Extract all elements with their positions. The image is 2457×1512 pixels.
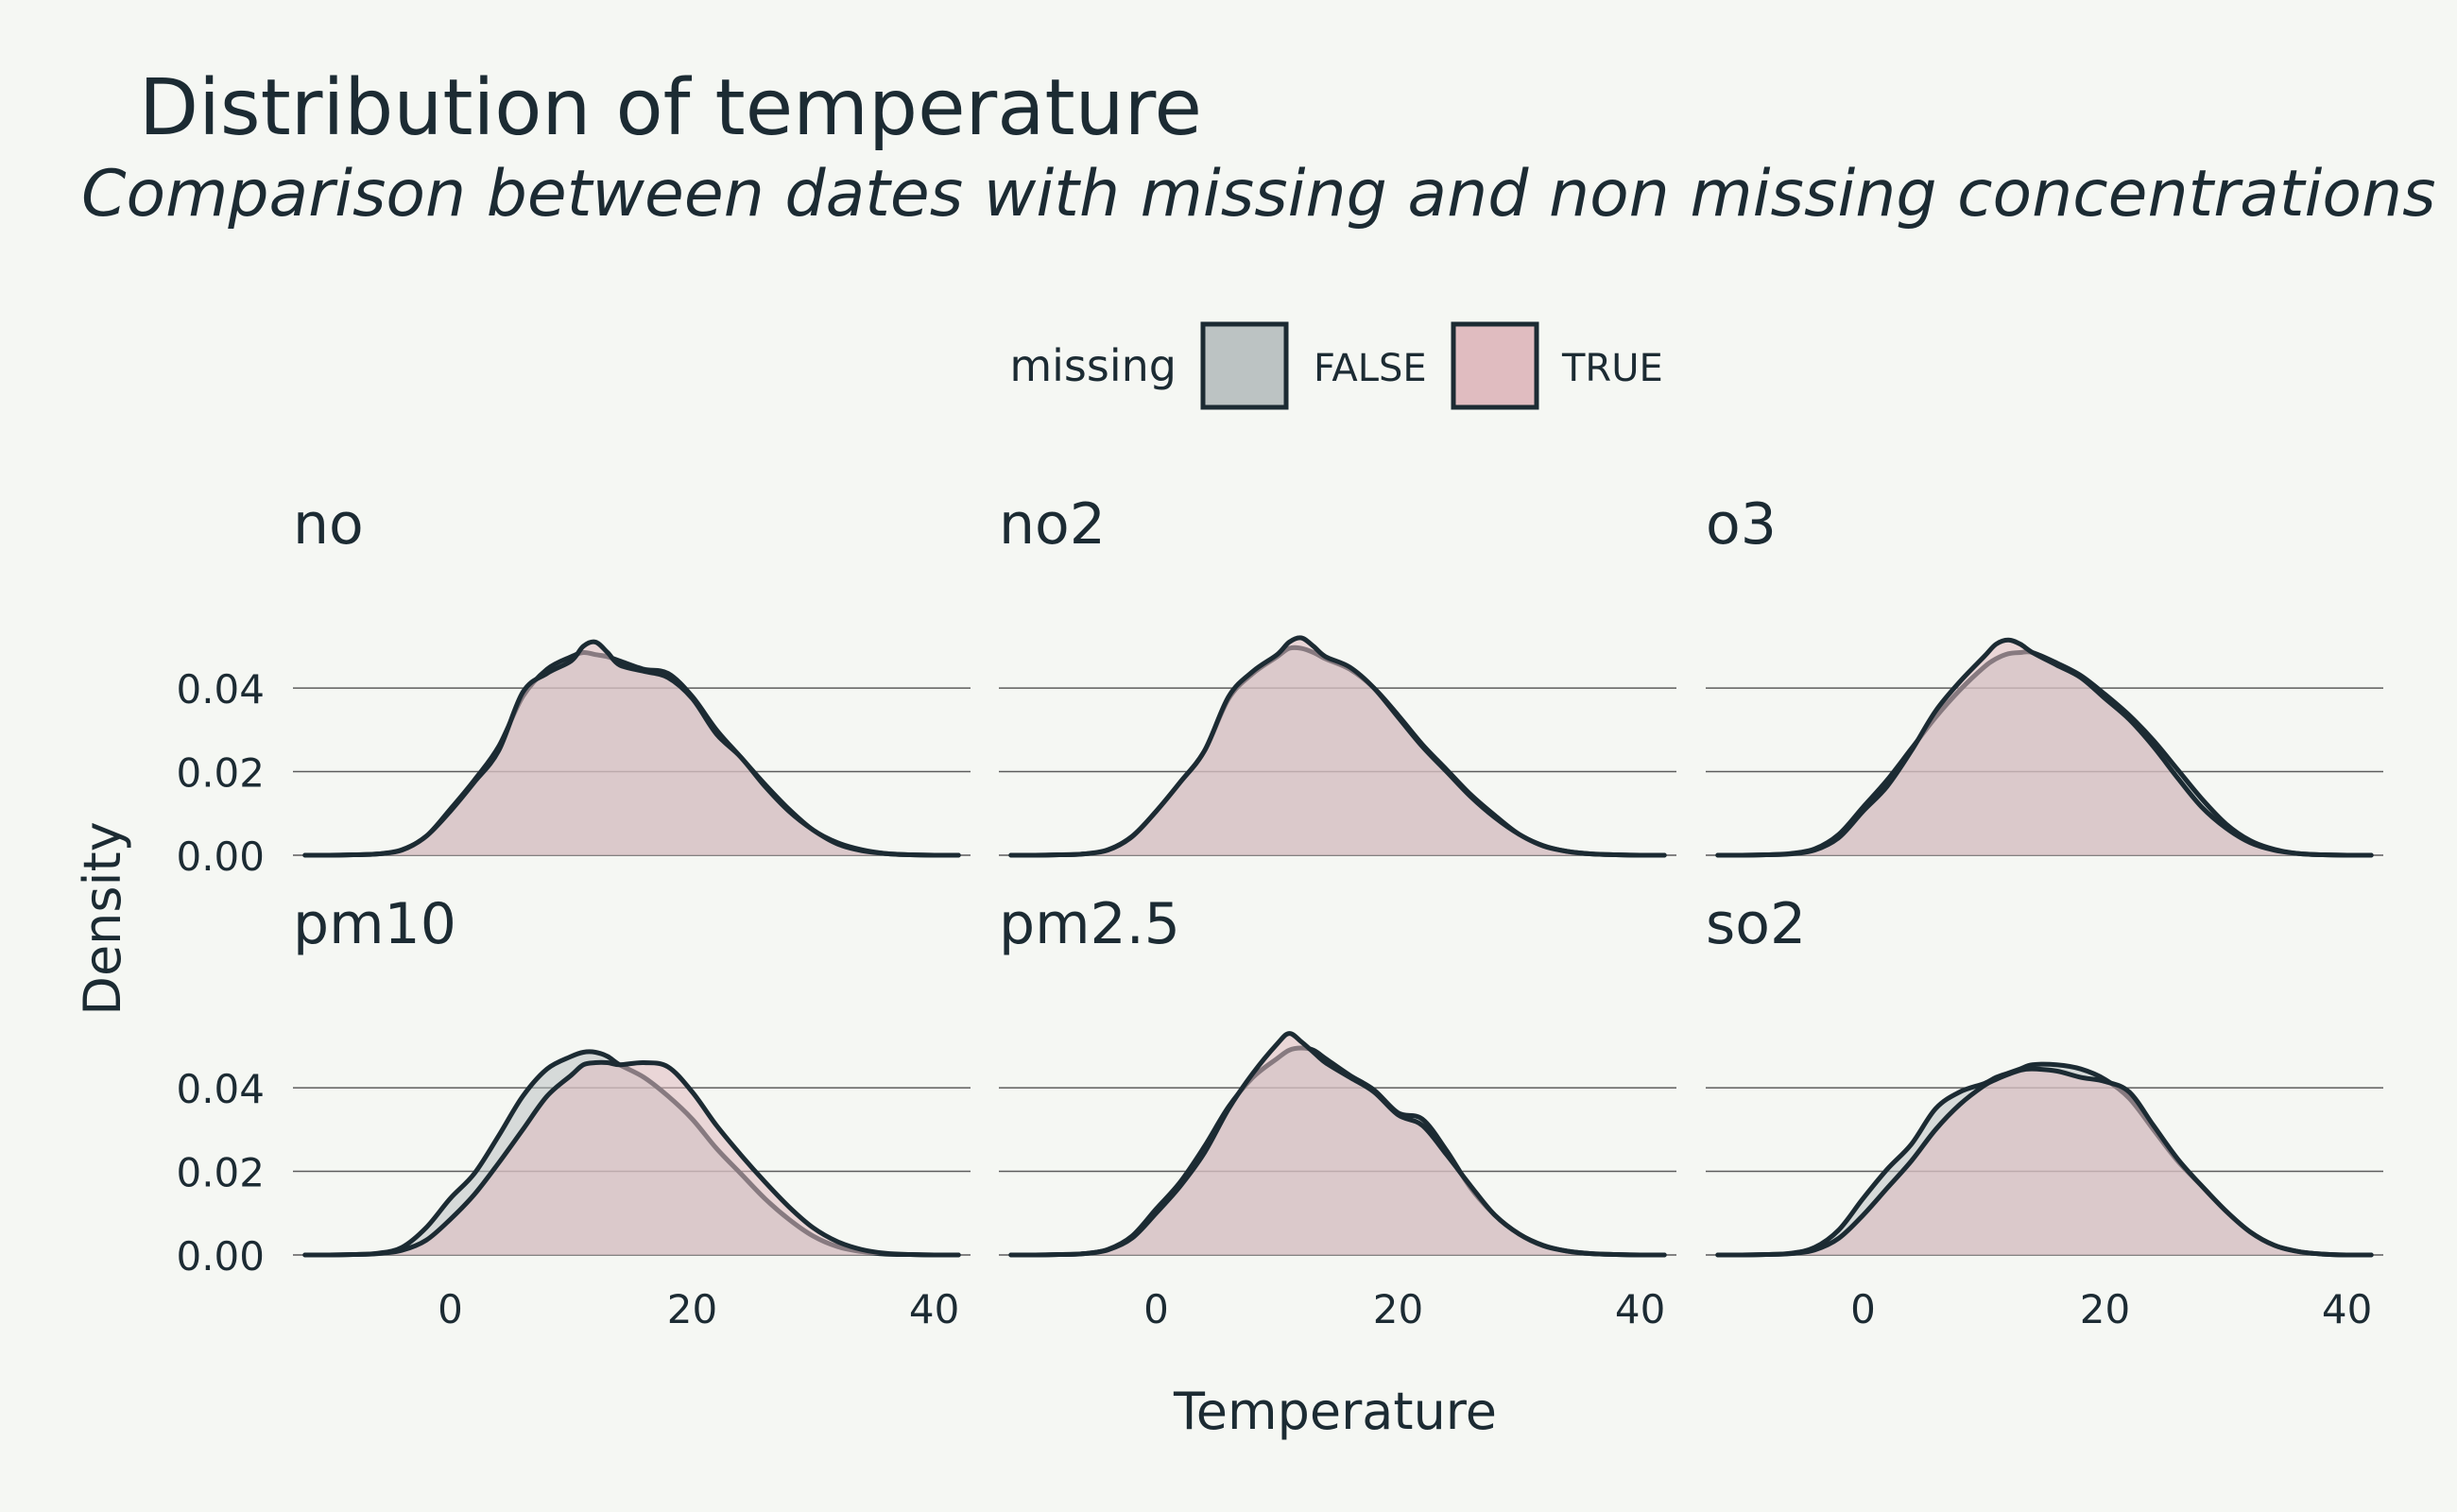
x-axis-title: Temperature [1173,1382,1497,1441]
legend: missing FALSE TRUE [1009,321,1663,410]
facet-label: no2 [999,491,1106,558]
legend-key-false [1200,321,1289,410]
density-line-true [1715,1066,2374,1258]
density-area-true [304,1062,959,1256]
facet-panel-pm2.5: pm2.5 0 20 40 [999,891,1676,1332]
facet-panel-no: no 0.00 0.02 0.04 [176,491,971,880]
legend-label-false: FALSE [1314,347,1427,390]
density-area-true [304,642,959,856]
density-line-true [302,1059,961,1258]
facet-grid: no 0.00 0.02 0.04 no2 o3 pm10 0.00 0.02 0.04 0 20 40… [176,491,2383,1332]
facet-panel-pm10: pm10 0.00 0.02 0.04 0 20 40 [176,891,971,1332]
x-tick-label: 40 [909,1286,959,1332]
x-tick-label: 0 [1850,1286,1876,1332]
chart-subtitle: Comparison between dates with missing an… [81,157,2436,232]
facet-panel-no2: no2 [999,491,1676,858]
facet-label: no [293,491,364,558]
density-area-true [1717,1069,2372,1256]
y-tick-label: 0.04 [176,1066,265,1112]
facet-label: so2 [1706,891,1806,957]
legend-key-true [1451,321,1539,410]
facet-panel-so2: so2 0 20 40 [1706,891,2383,1332]
y-axis-title: Density [73,821,132,1015]
chart-title: Distribution of temperature [139,63,1202,153]
x-tick-label: 20 [2080,1286,2130,1332]
density-area-true [1717,640,2372,856]
x-tick-label: 40 [1615,1286,1665,1332]
y-tick-label: 0.02 [176,750,265,797]
x-tick-label: 0 [1143,1286,1169,1332]
density-line-true [1008,635,1667,858]
facet-label: pm2.5 [999,891,1180,957]
x-tick-label: 40 [2322,1286,2372,1332]
legend-label-true: TRUE [1561,347,1663,390]
density-line-true [1008,1031,1667,1258]
y-tick-label: 0.00 [176,833,265,880]
density-line-true [302,639,961,858]
facet-label: pm10 [293,891,456,957]
density-area-true [1010,1033,1665,1256]
legend-title: missing [1009,340,1177,391]
x-tick-label: 0 [438,1286,463,1332]
y-tick-label: 0.02 [176,1150,265,1196]
density-area-true [1010,637,1665,856]
density-line-true [1715,637,2374,858]
x-tick-label: 20 [667,1286,717,1332]
y-tick-label: 0.04 [176,666,265,713]
x-tick-label: 20 [1373,1286,1423,1332]
y-tick-label: 0.00 [176,1233,265,1280]
facet-panel-o3: o3 [1706,491,2383,858]
facet-label: o3 [1706,491,1777,558]
